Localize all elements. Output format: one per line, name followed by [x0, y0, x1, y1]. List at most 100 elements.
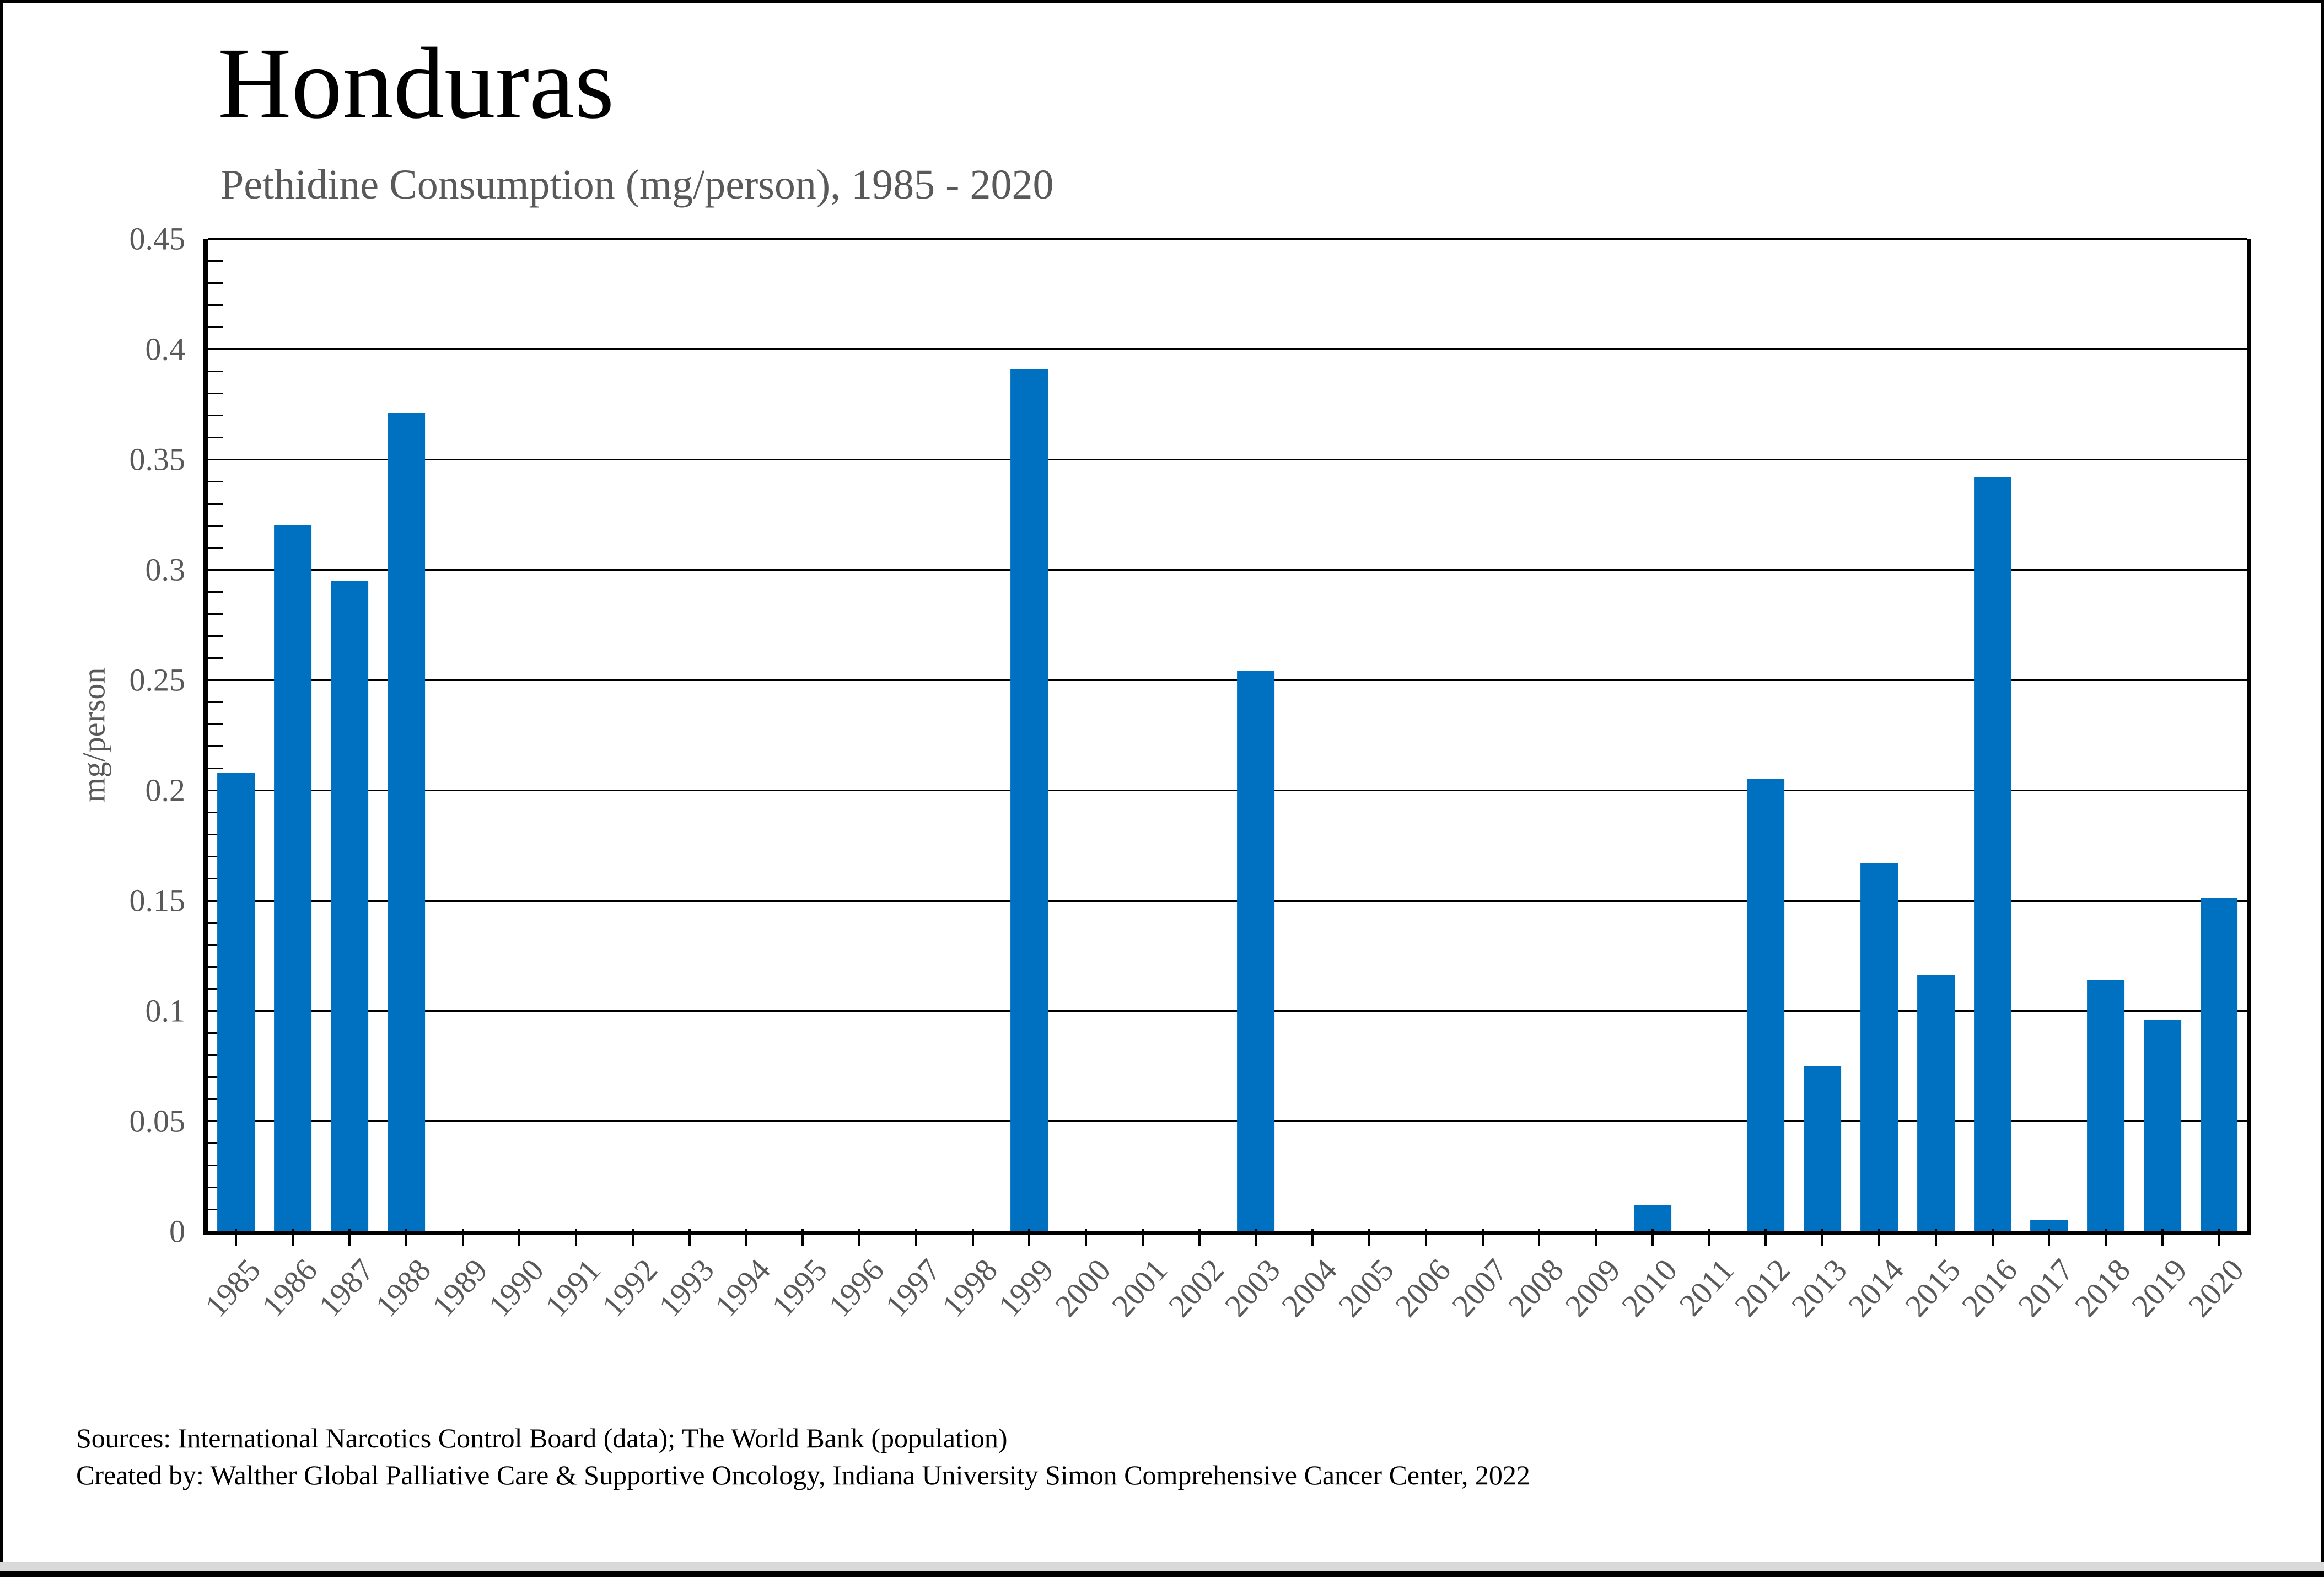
- y-minor-tick: [208, 635, 223, 637]
- x-tick: [1708, 1229, 1710, 1246]
- x-tick: [1028, 1229, 1031, 1246]
- y-tick-label: 0.25: [129, 662, 186, 698]
- plot-area: [203, 238, 2251, 1246]
- bar-2017: [2030, 1220, 2068, 1231]
- x-tick: [348, 1229, 351, 1246]
- y-minor-tick: [208, 943, 223, 946]
- x-tick: [971, 1229, 974, 1246]
- x-axis-tick-labels: 1985 1986 1987 1988 1989 1990 1991 1992 1993 1994…: [198, 1235, 2250, 1373]
- x-tick-label: 1989: [424, 1252, 494, 1324]
- bar-1988: [387, 413, 425, 1231]
- x-tick: [2048, 1229, 2051, 1246]
- y-minor-tick: [208, 414, 223, 416]
- x-tick-label: 1990: [481, 1252, 551, 1324]
- y-minor-tick: [208, 965, 223, 968]
- x-tick-label: 1988: [368, 1252, 438, 1324]
- y-minor-tick: [208, 524, 223, 527]
- y-minor-tick: [208, 260, 223, 262]
- gridline: [208, 1010, 2247, 1012]
- x-tick-label: 2007: [1444, 1252, 1514, 1324]
- bottom-gray-strip: [0, 1562, 2324, 1571]
- x-tick-label: 2012: [1728, 1252, 1798, 1324]
- x-tick-label: 1999: [991, 1252, 1061, 1324]
- x-tick: [1311, 1229, 1314, 1246]
- x-tick-label: 2003: [1218, 1252, 1288, 1324]
- y-minor-tick: [208, 1054, 223, 1056]
- bar-2003: [1237, 671, 1275, 1231]
- gridline: [208, 348, 2247, 350]
- x-tick: [1198, 1229, 1201, 1246]
- x-tick-label: 2008: [1501, 1252, 1571, 1324]
- y-tick-label: 0.05: [129, 1103, 186, 1139]
- y-minor-tick: [208, 855, 223, 857]
- x-tick-label: 2015: [1897, 1252, 1967, 1324]
- x-tick-label: 1994: [708, 1252, 778, 1324]
- gridline: [208, 238, 2247, 240]
- x-tick: [1481, 1229, 1484, 1246]
- bar-2013: [1804, 1066, 1842, 1231]
- x-tick-label: 1996: [821, 1252, 891, 1324]
- x-tick: [688, 1229, 691, 1246]
- y-minor-tick: [208, 282, 223, 284]
- x-tick: [1934, 1229, 1937, 1246]
- y-minor-tick: [208, 1032, 223, 1034]
- y-minor-tick: [208, 1208, 223, 1210]
- x-tick: [292, 1229, 294, 1246]
- x-tick: [1991, 1229, 1994, 1246]
- y-tick-label: 0.3: [145, 551, 186, 588]
- x-tick-label: 2013: [1784, 1252, 1854, 1324]
- x-tick-label: 1992: [594, 1252, 664, 1324]
- x-tick-label: 2006: [1387, 1252, 1457, 1324]
- bottom-border: [0, 1571, 2324, 1577]
- bar-2020: [2200, 898, 2238, 1231]
- source-note: Sources: International Narcotics Control…: [76, 1420, 1530, 1494]
- x-tick-label: 2004: [1274, 1252, 1344, 1324]
- x-tick: [1595, 1229, 1597, 1246]
- gridline: [208, 568, 2247, 571]
- y-minor-tick: [208, 392, 223, 394]
- x-tick-label: 1998: [934, 1252, 1004, 1324]
- x-tick-label: 2018: [2068, 1252, 2138, 1324]
- y-tick-label: 0.2: [145, 772, 186, 808]
- x-tick: [745, 1229, 747, 1246]
- x-tick-label: 2010: [1614, 1252, 1684, 1324]
- x-tick-label: 2011: [1672, 1252, 1741, 1323]
- y-minor-tick: [208, 921, 223, 924]
- x-tick: [1368, 1229, 1370, 1246]
- bar-2018: [2087, 980, 2124, 1231]
- y-tick-label: 0: [169, 1213, 185, 1249]
- x-tick: [1878, 1229, 1880, 1246]
- y-minor-tick: [208, 436, 223, 438]
- y-tick-label: 0.4: [145, 331, 186, 367]
- x-tick: [1424, 1229, 1427, 1246]
- y-tick-label: 0.1: [145, 993, 186, 1029]
- x-tick: [461, 1229, 464, 1246]
- y-minor-tick: [208, 502, 223, 505]
- x-tick-label: 2019: [2124, 1252, 2194, 1324]
- x-tick: [2161, 1229, 2164, 1246]
- y-minor-tick: [208, 613, 223, 615]
- y-tick-label: 0.45: [129, 221, 186, 257]
- x-tick: [1821, 1229, 1824, 1246]
- bar-2016: [1973, 477, 2011, 1231]
- chart-subtitle: Pethidine Consumption (mg/person), 1985 …: [220, 162, 1054, 208]
- x-tick: [2218, 1229, 2220, 1246]
- bar-1987: [331, 581, 368, 1231]
- bar-1999: [1010, 369, 1048, 1231]
- y-minor-tick: [208, 745, 223, 747]
- y-minor-tick: [208, 480, 223, 482]
- x-tick-label: 1985: [198, 1252, 268, 1324]
- x-tick-label: 2017: [2011, 1252, 2081, 1324]
- x-tick-label: 2000: [1048, 1252, 1118, 1324]
- x-tick: [2105, 1229, 2107, 1246]
- x-tick: [1764, 1229, 1767, 1246]
- y-minor-tick: [208, 1186, 223, 1188]
- bar-1986: [274, 525, 312, 1231]
- x-tick-label: 1995: [765, 1252, 835, 1324]
- x-tick-label: 1997: [878, 1252, 948, 1324]
- x-tick-label: 2016: [1954, 1252, 2024, 1324]
- y-minor-tick: [208, 723, 223, 725]
- y-minor-tick: [208, 370, 223, 372]
- x-tick: [575, 1229, 578, 1246]
- chart-title: Honduras: [218, 27, 615, 140]
